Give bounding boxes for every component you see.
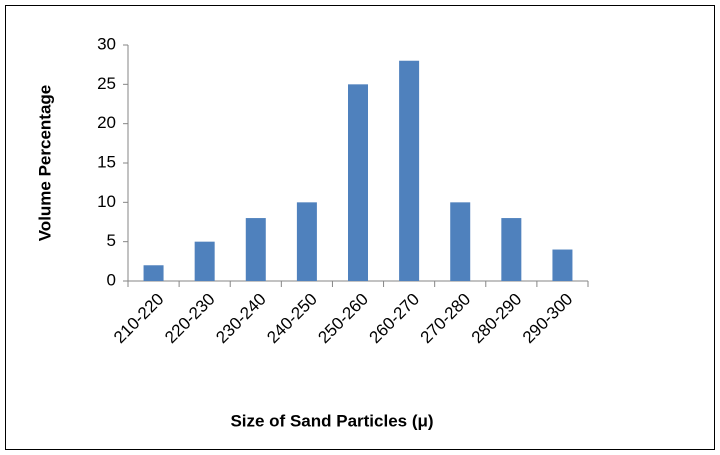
y-tick-label: 30 <box>97 34 116 53</box>
bar <box>194 241 215 281</box>
y-tick-label: 25 <box>97 74 116 93</box>
y-tick-label: 20 <box>97 113 116 132</box>
y-axis-label: Volume Percentage <box>35 85 54 242</box>
bar <box>399 60 420 281</box>
bar <box>501 218 522 281</box>
y-tick-label: 0 <box>107 270 116 289</box>
x-axis-label: Size of Sand Particles (μ) <box>230 411 433 430</box>
bar <box>348 84 368 281</box>
bar <box>450 202 471 281</box>
bar <box>296 202 317 281</box>
bar <box>552 249 573 281</box>
bar <box>245 218 266 281</box>
y-tick-label: 5 <box>107 231 116 250</box>
y-tick-label: 15 <box>97 152 116 171</box>
bar <box>143 265 164 281</box>
y-tick-label: 10 <box>97 192 116 211</box>
